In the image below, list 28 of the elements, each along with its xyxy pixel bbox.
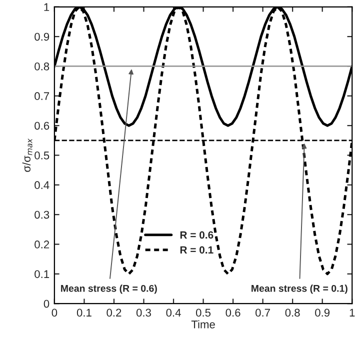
x-tick-label: 0.4 — [166, 308, 181, 317]
y-tick-label: 0.7 — [34, 92, 50, 100]
y-tick-label: 0.1 — [34, 270, 50, 278]
y-tick-label: 0.8 — [34, 62, 50, 70]
x-tick-label: 0.9 — [315, 308, 330, 317]
x-tick-label: 0.5 — [196, 308, 211, 317]
x-tick-label: 1 — [350, 308, 355, 317]
x-tick-label: 0.6 — [226, 308, 240, 317]
x-tick-label: 0.2 — [106, 308, 122, 317]
x-axis-title: Time — [191, 320, 215, 328]
y-tick-label: 0.9 — [34, 32, 50, 41]
x-tick-label: 0.8 — [285, 308, 300, 317]
y-tick-label: 0.4 — [34, 181, 50, 190]
y-tick-label: 0.6 — [34, 122, 50, 130]
x-tick-label: 0 — [52, 308, 58, 317]
legend-label: R = 0.1 — [180, 246, 214, 254]
annotation: Mean stress (R = 0.6) — [61, 284, 157, 294]
y-tick-label: 0 — [44, 300, 50, 308]
x-tick-label: 0.3 — [136, 308, 151, 317]
annotation: Mean stress (R = 0.1) — [252, 284, 348, 294]
y-axis-title: σ/σ$_{max}$ — [22, 138, 32, 172]
y-tick-label: 1 — [44, 3, 50, 11]
legend-label: R = 0.6 — [180, 231, 214, 239]
y-tick-label: 0.3 — [34, 210, 50, 219]
x-tick-label: 0.1 — [76, 308, 92, 317]
y-tick-label: 0.2 — [34, 240, 50, 248]
x-tick-label: 0.7 — [256, 308, 270, 317]
y-tick-label: 0.5 — [34, 152, 50, 160]
